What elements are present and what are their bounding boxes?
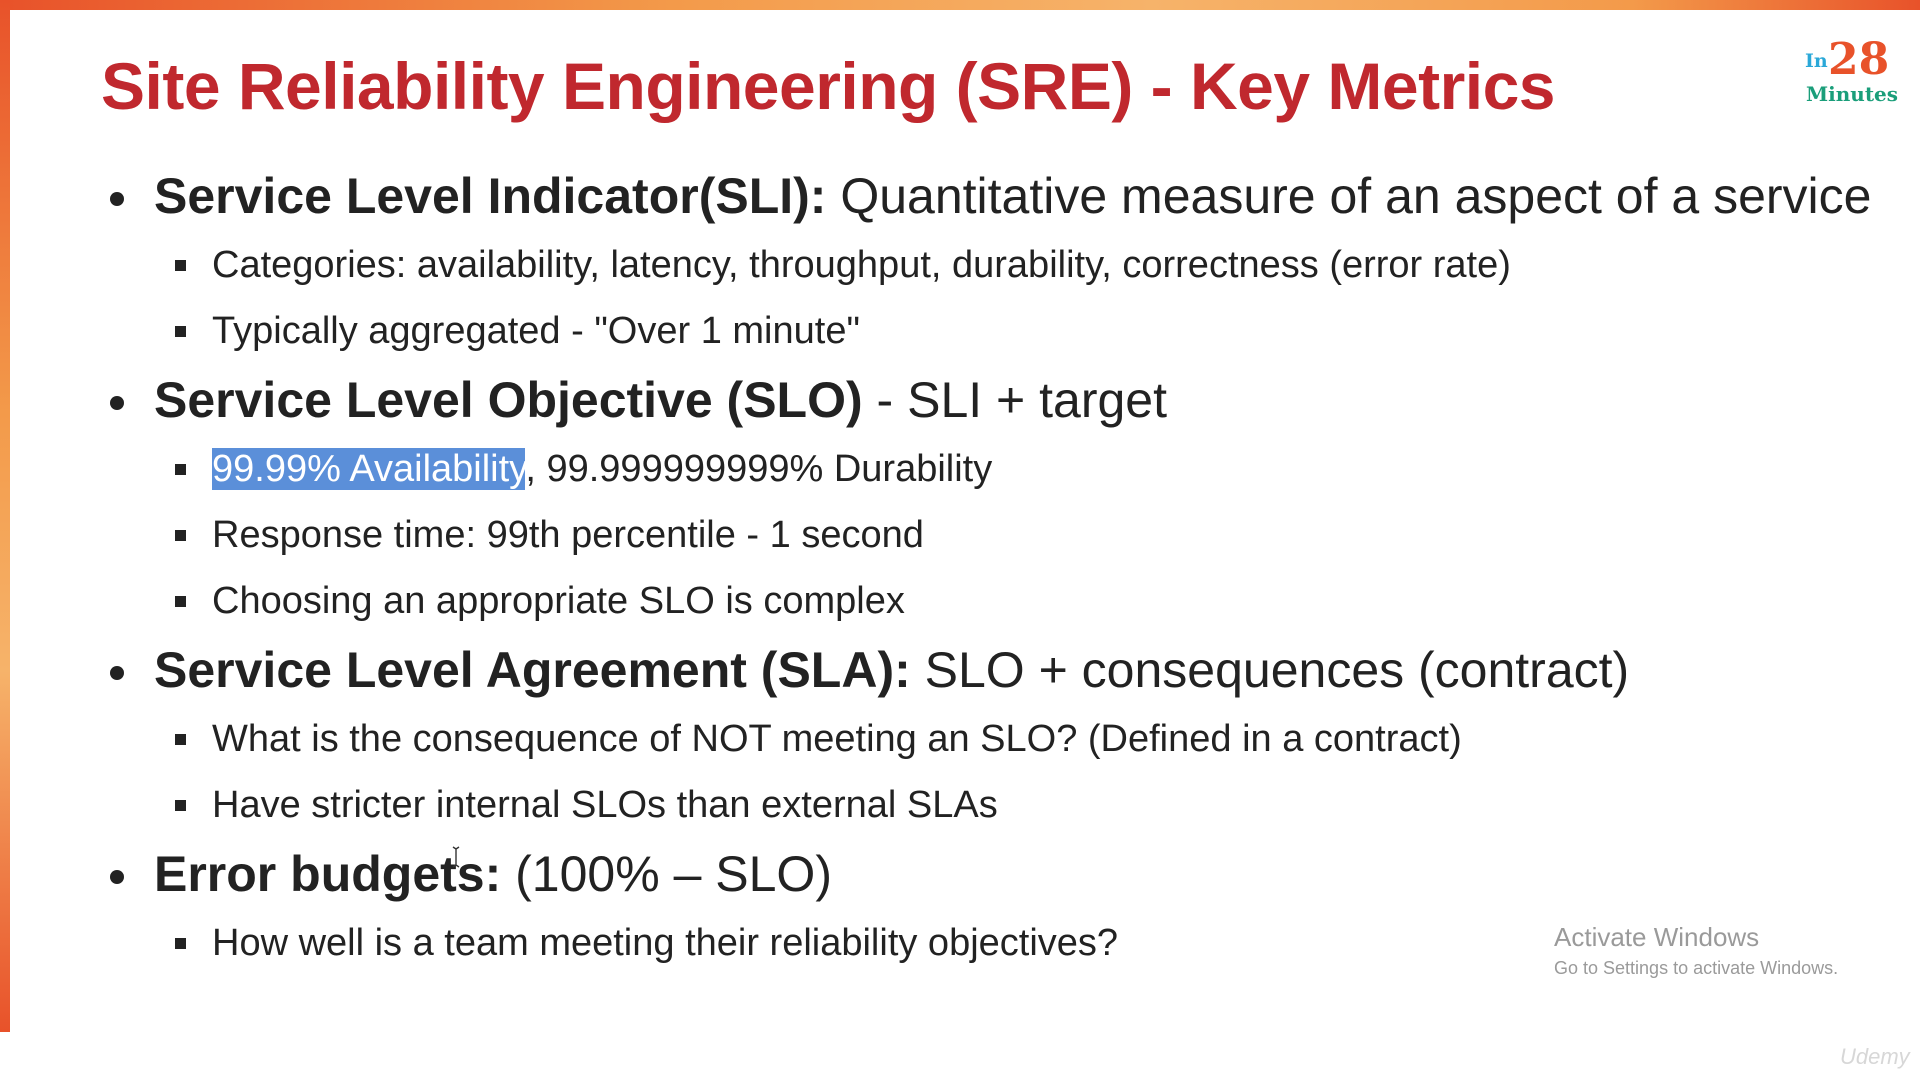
- bullet-description: (100% – SLO): [501, 846, 832, 902]
- logo-number: 28: [1828, 34, 1890, 85]
- sub-bullet-text: What is the consequence of NOT meeting a…: [212, 718, 1462, 760]
- sub-bullet: Choosing an appropriate SLO is complex: [106, 568, 1866, 634]
- sub-bullet: Typically aggregated - "Over 1 minute": [106, 298, 1866, 364]
- square-bullet-icon: [175, 464, 186, 475]
- sub-bullet-text: Typically aggregated - "Over 1 minute": [212, 310, 860, 352]
- slide-left-border: [0, 0, 10, 1032]
- sub-bullet-text: Choosing an appropriate SLO is complex: [212, 580, 905, 622]
- in28minutes-logo: In 28 Minutes: [1800, 34, 1900, 106]
- sub-bullet: Categories: availability, latency, throu…: [106, 232, 1866, 298]
- logo-in-text: In: [1805, 50, 1828, 72]
- bullet-term: Service Level Agreement (SLA): [154, 642, 895, 698]
- bullet-term: Service Level Objective (SLO): [154, 372, 863, 428]
- bullet-list: Service Level Indicator(SLI): Quantitati…: [106, 160, 1871, 976]
- sub-bullet-text: How well is a team meeting their reliabi…: [212, 922, 1119, 964]
- sub-bullet: Have stricter internal SLOs than externa…: [106, 772, 1866, 838]
- sub-bullet: What is the consequence of NOT meeting a…: [106, 706, 1866, 772]
- activate-windows-subtitle: Go to Settings to activate Windows.: [1554, 958, 1839, 978]
- square-bullet-icon: [175, 938, 186, 949]
- sub-bullet: How well is a team meeting their reliabi…: [106, 910, 1866, 976]
- bullet-dot-icon: [110, 870, 124, 884]
- sub-bullet-text: , 99.999999999% Durability: [525, 448, 993, 490]
- bullet-dot-icon: [110, 396, 124, 410]
- text-cursor-icon: [452, 846, 460, 868]
- bullet-description: - SLI + target: [862, 372, 1167, 428]
- logo-subtitle: Minutes: [1806, 82, 1899, 106]
- sub-bullet: Response time: 99th percentile - 1 secon…: [106, 502, 1866, 568]
- bullet-sli: Service Level Indicator(SLI): Quantitati…: [106, 160, 1871, 364]
- square-bullet-icon: [175, 530, 186, 541]
- square-bullet-icon: [175, 734, 186, 745]
- bullet-separator: :: [894, 642, 911, 698]
- bullet-separator: :: [809, 168, 827, 224]
- bullet-dot-icon: [110, 666, 124, 680]
- bullet-term: Error budgets: [154, 846, 485, 902]
- selected-text-highlight[interactable]: 99.99% Availability: [212, 448, 526, 490]
- bullet-heading: Service Level Indicator(SLI): Quantitati…: [106, 160, 1871, 232]
- slide-top-border: [0, 0, 1920, 10]
- bullet-sla: Service Level Agreement (SLA): SLO + con…: [106, 634, 1866, 838]
- sub-bullet-text: Have stricter internal SLOs than externa…: [212, 784, 998, 826]
- square-bullet-icon: [175, 800, 186, 811]
- udemy-watermark: Udemy: [1840, 1044, 1910, 1069]
- bullet-term: Service Level Indicator(SLI): [154, 168, 810, 224]
- bullet-heading: Service Level Objective (SLO) - SLI + ta…: [106, 364, 1866, 436]
- activate-windows-title: Activate Windows: [1554, 922, 1760, 952]
- square-bullet-icon: [175, 596, 186, 607]
- slide-title: Site Reliability Engineering (SRE) - Key…: [101, 49, 1556, 123]
- bullet-slo: Service Level Objective (SLO) - SLI + ta…: [106, 364, 1866, 634]
- bullet-dot-icon: [110, 192, 124, 206]
- bullet-description: Quantitative measure of an aspect of a s…: [826, 168, 1872, 224]
- sub-bullet-text: Response time: 99th percentile - 1 secon…: [212, 514, 924, 556]
- bullet-heading: Service Level Agreement (SLA): SLO + con…: [106, 634, 1866, 706]
- bullet-error-budgets: Error budgets: (100% – SLO) How well is …: [106, 838, 1866, 976]
- bullet-description: SLO + consequences (contract): [910, 642, 1630, 698]
- square-bullet-icon: [175, 260, 186, 271]
- sub-bullet-text: Categories: availability, latency, throu…: [212, 244, 1511, 286]
- sub-bullet: 99.99% Availability, 99.999999999% Durab…: [106, 436, 1866, 502]
- bullet-separator: :: [484, 846, 502, 902]
- bullet-heading: Error budgets: (100% – SLO): [106, 838, 1866, 910]
- square-bullet-icon: [175, 326, 186, 337]
